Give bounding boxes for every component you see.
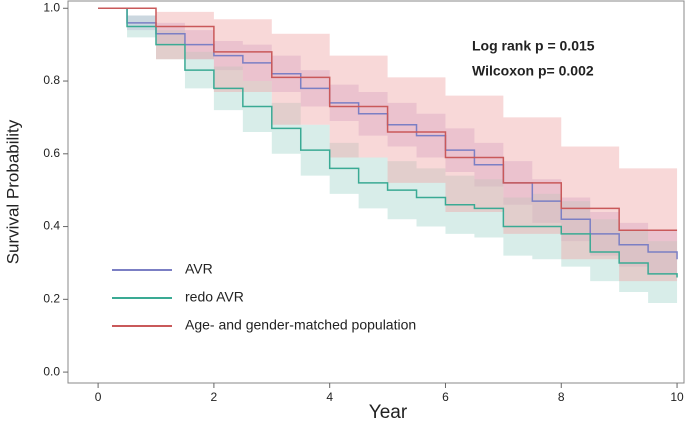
x-tick-label: 2: [211, 390, 218, 404]
confidence-band: [98, 8, 678, 282]
confidence-band: [98, 8, 678, 282]
x-tick-label: 4: [326, 390, 333, 404]
x-tick-label: 0: [95, 390, 102, 404]
legend-label: Age- and gender-matched population: [185, 317, 416, 333]
x-axis-title: Year: [369, 402, 408, 423]
plot-frame: [67, 0, 685, 384]
y-axis-title: Survival Probability: [3, 119, 22, 264]
x-tick-label: 8: [558, 390, 565, 404]
y-tick-label: 0.6: [43, 146, 60, 160]
annotation: Log rank p = 0.015: [472, 38, 595, 54]
x-tick-label: 10: [670, 390, 684, 404]
legend-label: AVR: [185, 261, 213, 277]
y-tick-label: 1.0: [43, 0, 60, 14]
y-tick-label: 0.8: [43, 73, 60, 87]
survival-line: [98, 7, 678, 231]
x-tick-label: 6: [442, 390, 449, 404]
confidence-band: [98, 8, 678, 311]
y-tick-label: 0.4: [43, 219, 60, 233]
legend-label: redo AVR: [185, 289, 244, 305]
survival-line: [98, 7, 678, 278]
y-tick-label: 0.2: [43, 291, 60, 305]
annotation: Wilcoxon p= 0.002: [472, 63, 594, 79]
y-tick-label: 0.0: [43, 364, 60, 378]
